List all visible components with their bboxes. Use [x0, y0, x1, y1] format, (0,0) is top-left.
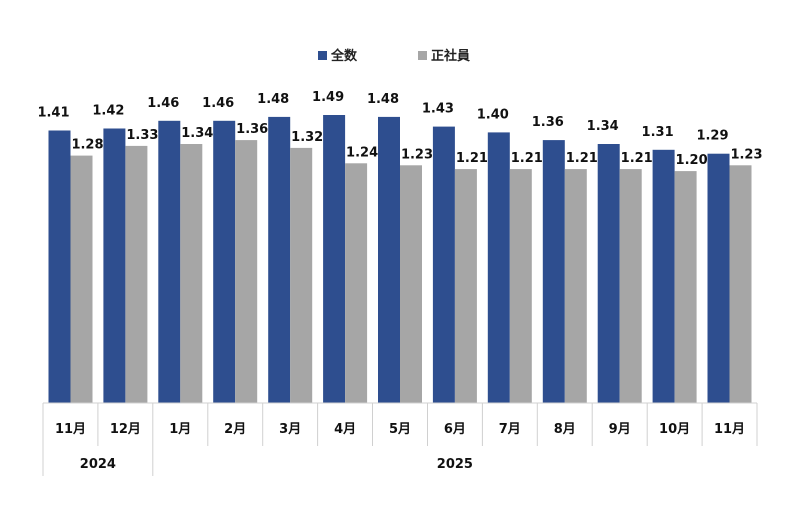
bar-total-5: [323, 115, 346, 403]
bar-regular-0: [70, 155, 93, 403]
value-label-total-8: 1.40: [477, 107, 509, 122]
category-tick-label: 9月: [609, 422, 631, 437]
value-label-total-3: 1.46: [202, 96, 234, 111]
bar-regular-11: [674, 171, 697, 403]
year-label: 2025: [437, 457, 473, 472]
value-label-total-7: 1.43: [422, 102, 454, 117]
bar-total-3: [213, 120, 236, 404]
chart-bars: [48, 115, 752, 404]
bar-regular-5: [345, 163, 368, 403]
value-label-regular-11: 1.20: [676, 153, 708, 168]
bar-total-1: [103, 128, 126, 403]
bar-regular-7: [454, 169, 477, 403]
value-label-total-9: 1.36: [532, 115, 564, 130]
value-label-regular-9: 1.21: [566, 151, 598, 166]
bar-regular-6: [400, 165, 422, 403]
value-label-total-12: 1.29: [696, 129, 728, 144]
legend-label-total: 全数: [330, 48, 358, 64]
chart-value-labels: 1.411.281.421.331.461.341.461.361.481.32…: [37, 90, 762, 168]
bar-total-7: [432, 126, 455, 403]
year-label: 2024: [80, 457, 116, 472]
bar-regular-9: [564, 169, 587, 403]
bar-total-4: [268, 116, 291, 404]
value-label-total-10: 1.34: [587, 119, 619, 134]
category-tick-label: 2月: [224, 422, 246, 437]
value-label-total-1: 1.42: [92, 104, 124, 119]
category-tick-label: 1月: [169, 422, 191, 437]
legend-swatch-total: [318, 51, 327, 60]
bar-regular-3: [235, 140, 258, 403]
value-label-regular-12: 1.23: [730, 147, 762, 162]
value-label-regular-7: 1.21: [456, 151, 488, 166]
legend-swatch-regular: [418, 51, 427, 60]
value-label-total-6: 1.48: [367, 92, 399, 107]
category-tick-label: 12月: [110, 422, 141, 437]
bar-total-12: [707, 153, 730, 403]
bar-total-10: [597, 144, 620, 403]
category-tick-label: 10月: [659, 422, 690, 437]
bar-total-9: [542, 140, 565, 403]
bar-total-8: [487, 132, 510, 403]
bar-total-2: [158, 120, 181, 404]
bar-regular-8: [509, 169, 532, 403]
value-label-regular-3: 1.36: [236, 122, 268, 137]
value-label-regular-6: 1.23: [401, 147, 433, 162]
legend-label-regular: 正社員: [431, 48, 470, 64]
category-tick-label: 4月: [334, 422, 356, 437]
value-label-regular-1: 1.33: [126, 128, 158, 143]
category-tick-label: 7月: [499, 422, 521, 437]
value-label-regular-2: 1.34: [181, 126, 213, 141]
category-tick-label: 3月: [279, 422, 301, 437]
value-label-regular-0: 1.28: [71, 138, 103, 153]
bar-regular-4: [290, 147, 313, 403]
bar-regular-10: [619, 169, 642, 403]
category-axis: 11月 12月 1月 2月 3月 4月 5月 6月 7月 8月 9月 10月 11月 2024 2025: [42, 402, 758, 476]
value-label-total-0: 1.41: [37, 106, 69, 121]
value-label-total-4: 1.48: [257, 92, 289, 107]
category-tick-label: 6月: [444, 422, 466, 437]
category-tick-label: 5月: [389, 422, 411, 437]
value-label-regular-8: 1.21: [511, 151, 543, 166]
value-label-total-2: 1.46: [147, 96, 179, 111]
bar-total-6: [378, 116, 400, 404]
value-label-regular-5: 1.24: [346, 145, 378, 160]
bar-regular-1: [125, 145, 148, 403]
chart-legend: 全数 正社員: [318, 48, 470, 64]
bar-regular-12: [729, 165, 752, 403]
bar-regular-2: [180, 144, 203, 403]
category-tick-label: 8月: [554, 422, 576, 437]
bar-total-0: [48, 130, 71, 403]
value-label-total-11: 1.31: [642, 125, 674, 140]
bar-total-11: [652, 149, 675, 403]
value-label-regular-4: 1.32: [291, 130, 323, 145]
category-tick-label: 11月: [55, 422, 86, 437]
value-label-regular-10: 1.21: [621, 151, 653, 166]
value-label-total-5: 1.49: [312, 90, 344, 105]
category-tick-label: 11月: [714, 422, 745, 437]
